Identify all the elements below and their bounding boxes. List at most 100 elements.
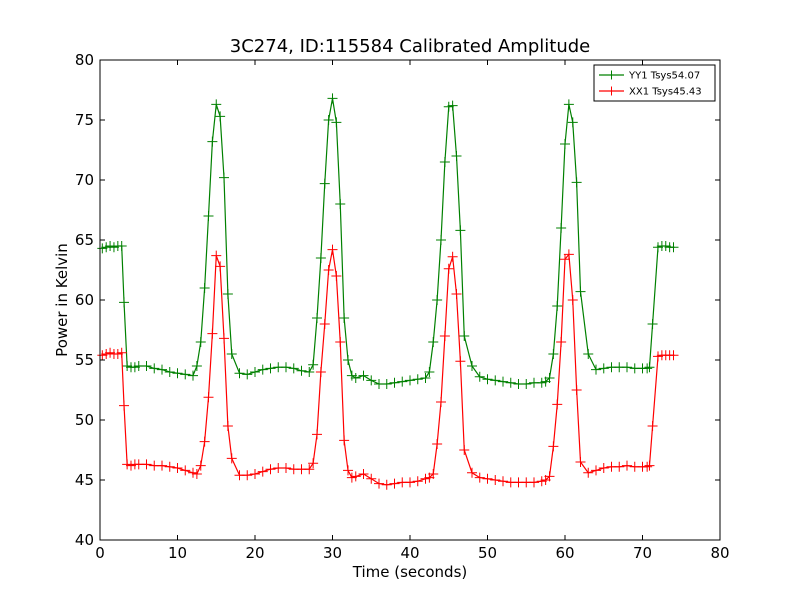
data-point <box>195 337 206 347</box>
data-point <box>432 295 443 305</box>
data-point <box>346 370 357 381</box>
data-point <box>242 369 253 380</box>
data-point <box>172 368 183 379</box>
data-point <box>381 379 392 389</box>
data-point <box>304 464 315 475</box>
data-point <box>315 367 326 377</box>
series-xx1 <box>97 244 679 490</box>
data-point <box>459 331 470 341</box>
data-point <box>323 115 334 125</box>
y-tick-label: 75 <box>75 111 94 129</box>
data-point <box>180 369 191 380</box>
series-yy1 <box>97 93 679 389</box>
data-point <box>265 363 276 374</box>
y-tick-label: 50 <box>75 411 94 429</box>
legend-entry: XX1 Tsys45.43 <box>599 86 702 98</box>
data-point <box>644 362 655 373</box>
data-point <box>439 157 450 167</box>
data-point <box>567 295 578 305</box>
data-point <box>447 100 458 111</box>
data-point <box>556 223 567 233</box>
x-tick-label: 0 <box>95 544 105 562</box>
data-point <box>312 429 322 440</box>
legend-label: XX1 Tsys45.43 <box>629 87 702 98</box>
data-point <box>428 337 439 347</box>
data-point <box>571 385 582 395</box>
data-point <box>642 461 653 472</box>
data-point <box>265 464 276 475</box>
data-point <box>474 371 485 382</box>
data-point <box>552 301 563 311</box>
data-point <box>424 367 435 377</box>
data-point <box>358 469 369 479</box>
data-point <box>389 377 400 388</box>
y-tick-label: 45 <box>75 471 94 489</box>
data-point <box>149 363 160 374</box>
y-tick-label: 80 <box>75 51 94 69</box>
data-point <box>323 265 334 275</box>
data-point <box>141 459 152 470</box>
data-point <box>529 477 539 488</box>
data-point <box>199 283 210 293</box>
data-point <box>548 441 559 452</box>
x-axis-label: Time (seconds) <box>352 563 468 581</box>
data-point <box>436 235 446 245</box>
data-point <box>668 242 679 253</box>
data-point <box>119 297 130 308</box>
x-tick-label: 10 <box>168 544 187 562</box>
data-point <box>126 460 136 471</box>
data-point <box>327 244 338 255</box>
data-point <box>412 476 423 487</box>
data-point <box>583 467 594 478</box>
data-point <box>308 359 319 370</box>
data-point <box>207 328 218 339</box>
data-point <box>412 374 423 385</box>
data-point <box>346 472 357 483</box>
data-point <box>116 347 127 358</box>
data-point <box>467 361 477 371</box>
data-point <box>622 460 632 471</box>
data-point <box>653 351 663 362</box>
data-point <box>119 400 130 411</box>
data-point <box>219 333 229 344</box>
data-point <box>172 463 183 473</box>
data-point <box>116 241 127 251</box>
data-point <box>331 271 342 281</box>
data-point <box>498 376 508 387</box>
data-point <box>199 436 210 447</box>
data-point <box>443 263 454 274</box>
data-point <box>250 367 260 377</box>
x-tick-label: 60 <box>555 544 574 562</box>
data-point <box>108 242 119 253</box>
ticks-layer: 0 10 20 30 40 50 60 70 80 40 45 50 55 60 65 70 75 80 <box>75 51 730 562</box>
data-point <box>443 101 454 112</box>
data-point <box>188 467 198 478</box>
data-point <box>315 253 326 263</box>
data-point <box>598 463 609 473</box>
data-point <box>642 363 653 374</box>
data-point <box>405 477 415 488</box>
data-point <box>211 250 222 261</box>
data-point <box>660 241 671 251</box>
data-point <box>129 362 140 373</box>
data-point <box>191 469 202 479</box>
data-point <box>653 242 663 253</box>
data-point <box>222 421 233 431</box>
data-point <box>439 331 450 341</box>
data-point <box>319 319 330 329</box>
y-tick-label: 55 <box>75 351 94 369</box>
legend-marker <box>607 86 616 96</box>
data-point <box>257 364 268 375</box>
data-point <box>490 475 501 485</box>
data-point <box>122 361 133 371</box>
x-tick-label: 40 <box>400 544 419 562</box>
legend-entry: YY1 Tsys54.07 <box>599 70 700 82</box>
data-point <box>591 364 601 375</box>
data-point <box>498 476 508 487</box>
data-point <box>304 367 315 377</box>
data-point <box>567 117 578 128</box>
data-point <box>97 350 108 361</box>
data-point <box>451 289 462 299</box>
data-point <box>455 356 466 367</box>
